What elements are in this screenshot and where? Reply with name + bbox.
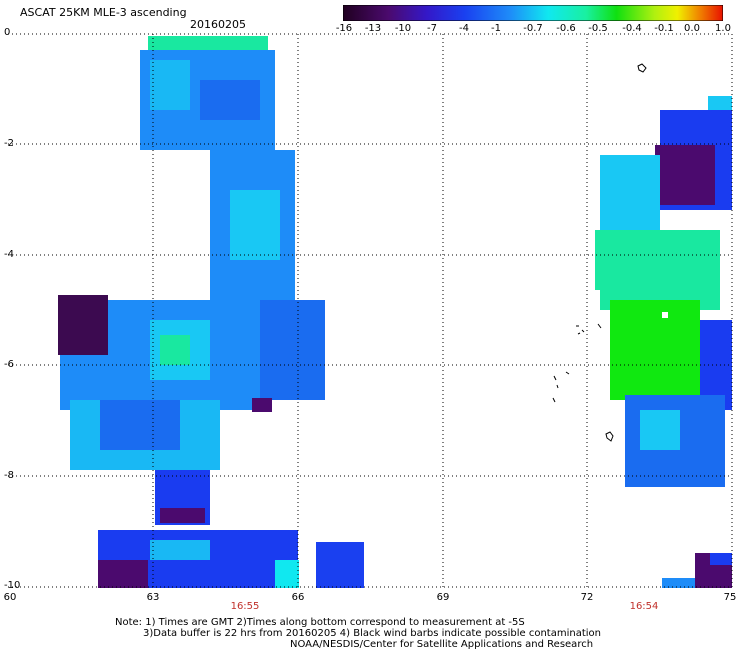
colorbar-label: -0.7: [523, 23, 543, 34]
colorbar-label: -10: [394, 23, 412, 34]
footnote-line: Note: 1) Times are GMT 2)Times along bot…: [115, 617, 525, 628]
y-tick-label: -6: [4, 359, 14, 370]
right-swath: [595, 96, 732, 588]
colorbar-label: 1.0: [715, 23, 731, 34]
colorbar-label: -0.6: [556, 23, 576, 34]
plot-title: ASCAT 25KM MLE-3 ascending: [20, 6, 187, 19]
y-tick-label: -2: [4, 138, 14, 149]
colorbar-label: 0.0: [684, 23, 700, 34]
grid-lines: [8, 33, 733, 588]
x-tick-label: 72: [580, 592, 594, 603]
y-tick-label: -4: [4, 249, 14, 260]
colorbar-label: -7: [427, 23, 437, 34]
colorbar-labels: -16 -13 -10 -7 -4 -1 -0.7 -0.6 -0.5 -0.4…: [330, 23, 740, 35]
colorbar-label: -0.5: [588, 23, 608, 34]
x-tick-label: 60: [3, 592, 17, 603]
time-label-left: 16:55: [230, 601, 260, 612]
colorbar-label: -1: [491, 23, 501, 34]
y-tick-label: -10: [4, 580, 21, 591]
left-swath: [58, 36, 325, 588]
y-tick-label: -8: [4, 470, 14, 481]
colorbar-label: -13: [364, 23, 382, 34]
x-tick-label: 66: [291, 592, 305, 603]
small-swath: [316, 542, 364, 588]
plot-date: 20160205: [190, 18, 246, 31]
x-tick-label: 69: [436, 592, 450, 603]
footnote-line: 3)Data buffer is 22 hrs from 20160205 4)…: [143, 628, 601, 639]
colorbar-label: -16: [335, 23, 353, 34]
x-tick-label: 63: [146, 592, 160, 603]
footnote-credit: NOAA/NESDIS/Center for Satellite Applica…: [290, 639, 594, 650]
colorbar-label: -0.1: [654, 23, 674, 34]
time-label-right: 16:54: [629, 601, 659, 612]
coastline: [552, 63, 647, 442]
colorbar-label: -4: [459, 23, 469, 34]
colorbar-label: -0.4: [622, 23, 642, 34]
x-tick-label: 75: [723, 592, 737, 603]
y-tick-label: 0: [4, 27, 11, 38]
colorbar: [343, 5, 723, 21]
